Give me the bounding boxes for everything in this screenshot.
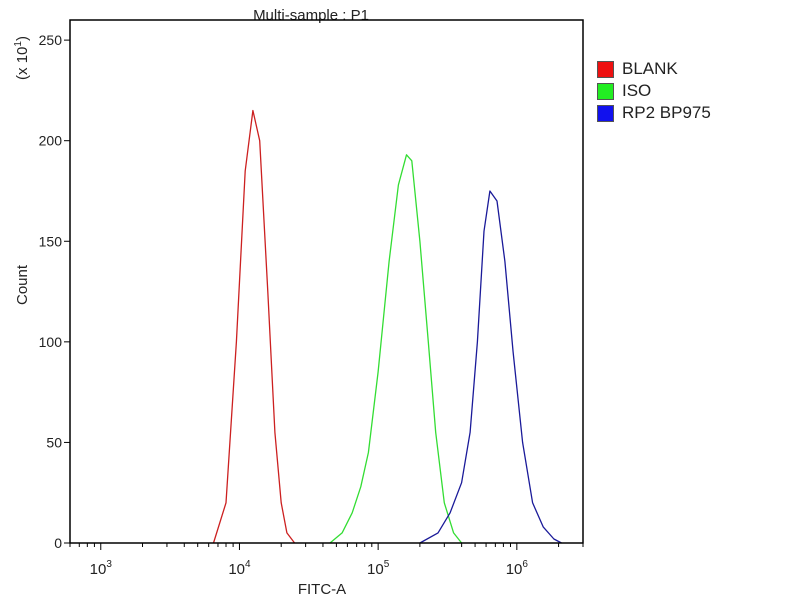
- y-tick-label: 100: [39, 334, 63, 350]
- y-scale-exponent: 1: [13, 41, 24, 47]
- y-tick-label: 150: [39, 233, 63, 249]
- series-line-rp2-bp975: [419, 190, 562, 544]
- legend-swatch-iso: [597, 82, 614, 100]
- y-scale-label: (x 101): [13, 36, 31, 80]
- legend-swatch-rp2-bp975: [597, 104, 614, 122]
- legend-swatch-blank: [597, 60, 614, 78]
- y-axis-label: Count: [14, 264, 31, 305]
- legend-item-iso: ISO: [597, 80, 711, 102]
- y-tick-label: 200: [39, 133, 63, 149]
- y-scale-text: (x 10: [14, 47, 31, 80]
- plot-frame: [69, 19, 584, 544]
- legend: BLANK ISO RP2 BP975: [597, 58, 711, 124]
- x-axis-label: FITC-A: [298, 581, 346, 598]
- x-tick-label: 104: [228, 559, 251, 578]
- legend-item-blank: BLANK: [597, 58, 711, 80]
- x-tick-label: 106: [506, 559, 529, 578]
- legend-item-rp2-bp975: RP2 BP975: [597, 102, 711, 124]
- y-tick-label: 250: [39, 32, 63, 48]
- series-line-blank: [212, 109, 296, 544]
- chart-title: Multi-sample : P1: [253, 7, 369, 24]
- x-tick-label: 103: [90, 559, 113, 578]
- series-line-iso: [329, 154, 463, 544]
- y-tick-label: 0: [54, 535, 62, 551]
- legend-label-rp2-bp975: RP2 BP975: [622, 103, 711, 122]
- legend-label-iso: ISO: [622, 81, 652, 100]
- legend-label-blank: BLANK: [622, 59, 678, 78]
- x-tick-label: 105: [367, 559, 390, 578]
- y-tick-label: 50: [46, 434, 62, 450]
- svg-text:(x 101): (x 101): [13, 36, 31, 80]
